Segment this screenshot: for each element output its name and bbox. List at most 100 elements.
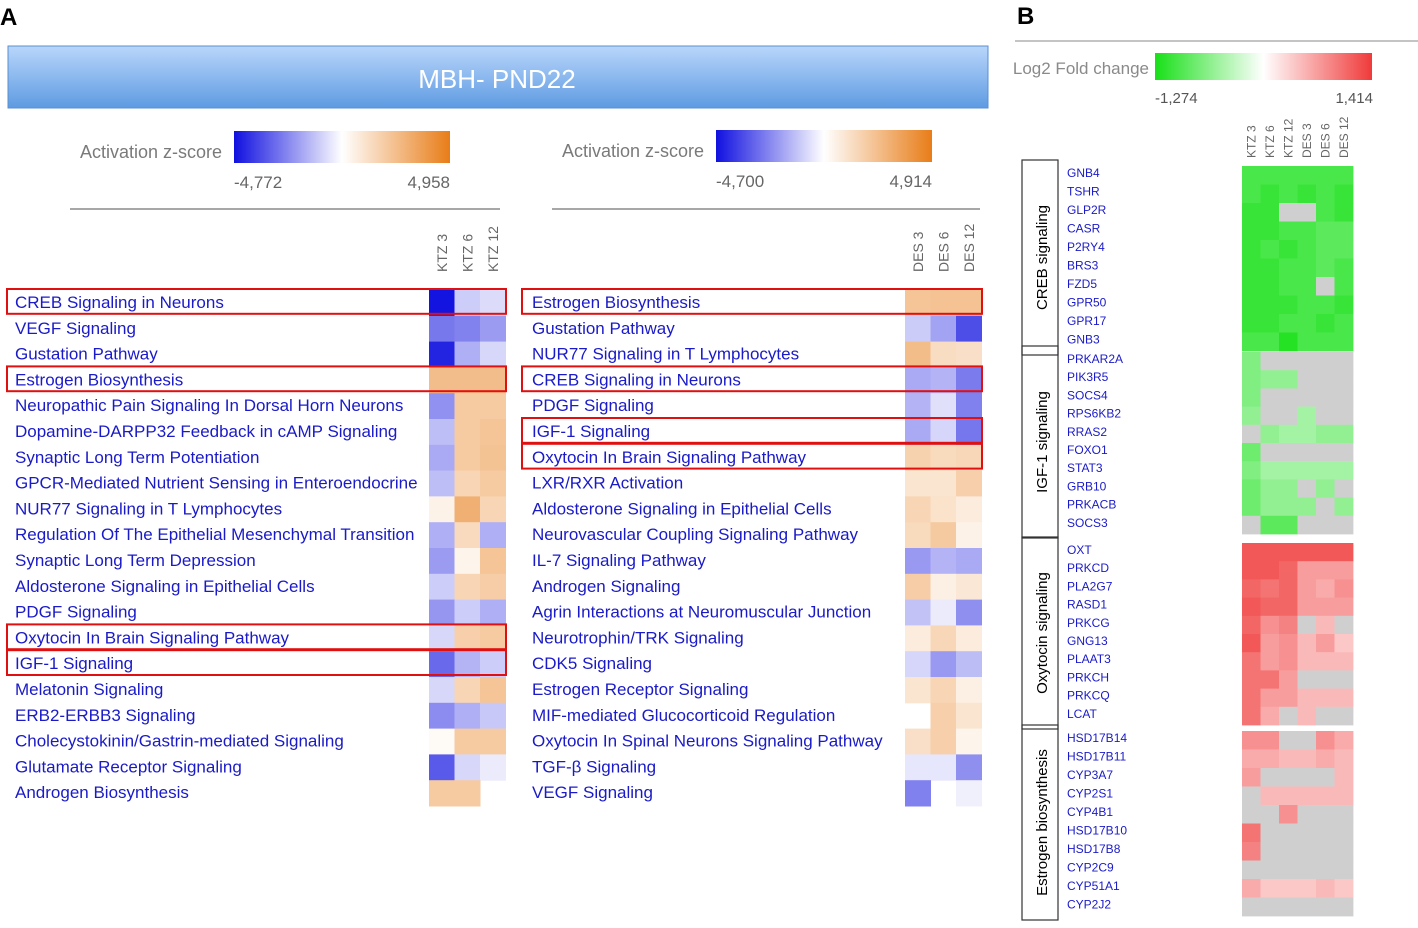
heatmap-cell (1279, 652, 1298, 671)
pathway-label: CREB Signaling in Neurons (15, 293, 224, 312)
gene-label: PLAAT3 (1067, 652, 1111, 666)
heatmap-cell (480, 625, 506, 652)
heatmap-cell (1297, 823, 1317, 843)
heatmap-cell (480, 393, 506, 420)
heatmap-cell (1242, 897, 1261, 917)
banner-title: MBH- PND22 (418, 64, 575, 94)
heatmap-cell (1316, 842, 1335, 861)
heatmap-cell (1279, 479, 1298, 498)
heatmap-cell (905, 780, 931, 807)
heatmap-cell (1334, 497, 1354, 517)
heatmap-cell (1242, 706, 1261, 726)
heatmap-cell (956, 677, 982, 704)
heatmap-cell (1297, 879, 1317, 898)
heatmap-cell (1334, 221, 1354, 241)
heatmap-cell (480, 702, 506, 730)
heatmap-cell (1297, 443, 1317, 462)
heatmap-cell (429, 290, 455, 317)
gene-label: OXT (1067, 543, 1092, 557)
heatmap-cell (454, 573, 481, 601)
heatmap-cell (1242, 615, 1261, 635)
gene-label: GNB4 (1067, 166, 1100, 180)
gene-label: HSD17B11 (1067, 750, 1126, 764)
heatmap-cell (1297, 749, 1317, 769)
zscore-scale-label: Activation z-score (562, 141, 704, 161)
heatmap-cell (956, 496, 982, 523)
heatmap-cell (905, 728, 931, 755)
heatmap-cell (1297, 670, 1317, 689)
heatmap-cell (454, 780, 481, 807)
heatmap-cell (480, 419, 506, 446)
gene-label: PIK3R5 (1067, 370, 1109, 384)
heatmap-cell (1297, 688, 1317, 708)
heatmap-cell (930, 754, 957, 781)
group-label: Estrogen biosynthesis (1034, 749, 1051, 896)
heatmap-cell (480, 548, 506, 575)
heatmap-cell (1279, 731, 1298, 750)
heatmap-cell (1297, 731, 1317, 750)
heatmap-cell (1242, 332, 1261, 352)
heatmap-cell (1316, 768, 1335, 787)
heatmap-cell (905, 444, 931, 472)
heatmap-cell (429, 315, 455, 343)
heatmap-cell (454, 702, 481, 730)
heatmap-cell (1242, 479, 1261, 498)
heatmap-cell (1260, 370, 1280, 389)
highlight-box (6, 288, 507, 315)
pathway-label: VEGF Signaling (532, 783, 653, 802)
heatmap-cell (1334, 352, 1354, 371)
heatmap-cell (1260, 352, 1280, 371)
pathway-label: Agrin Interactions at Neuromuscular Junc… (532, 603, 871, 622)
heatmap-cell (930, 625, 957, 652)
heatmap-cell (1279, 388, 1298, 407)
pathway-label: CREB Signaling in Neurons (532, 370, 741, 389)
heatmap-cell (1279, 615, 1298, 635)
heatmap-cell (1260, 842, 1280, 861)
heatmap-cell (1334, 670, 1354, 689)
heatmap-cell (956, 754, 982, 781)
heatmap-cell (1334, 461, 1354, 480)
column-header: KTZ 12 (485, 226, 501, 272)
heatmap-cell (1279, 221, 1298, 241)
heatmap-cell (429, 651, 455, 678)
heatmap-cell (1297, 706, 1317, 726)
heatmap-cell (930, 341, 957, 368)
heatmap-cell (429, 573, 455, 601)
heatmap-cell (1334, 515, 1354, 535)
heatmap-cell (905, 290, 931, 317)
heatmap-cell (1334, 860, 1354, 880)
heatmap-cell (1316, 277, 1335, 296)
gene-label: RRAS2 (1067, 425, 1107, 439)
heatmap-cell (1316, 688, 1335, 708)
heatmap-cell (1316, 805, 1335, 824)
heatmap-cell (1316, 388, 1335, 407)
heatmap-cell (1316, 221, 1335, 241)
heatmap-cell (1260, 670, 1280, 689)
heatmap-cell (1297, 634, 1317, 653)
heatmap-cell (905, 341, 931, 368)
heatmap-cell (1260, 615, 1280, 635)
heatmap-cell (1316, 295, 1335, 315)
heatmap-cell (930, 728, 957, 755)
heatmap-cell (454, 728, 481, 755)
heatmap-cell (1279, 352, 1298, 371)
group-bracket (1021, 345, 1059, 539)
heatmap-cell (1316, 860, 1335, 880)
heatmap-cell (1260, 731, 1280, 750)
highlight-box (6, 649, 507, 677)
panel-b-label: B (1017, 3, 1034, 30)
heatmap-cell (1316, 749, 1335, 769)
pathway-label: GPCR-Mediated Nutrient Sensing in Entero… (15, 474, 418, 493)
heatmap-cell (1279, 786, 1298, 806)
heatmap-cell (1297, 461, 1317, 480)
fold-change-scale-label: Log2 Fold change (1013, 59, 1149, 78)
heatmap-cell (1260, 406, 1280, 426)
pathway-label: Oxytocin In Spinal Neurons Signaling Pat… (532, 732, 883, 751)
heatmap-cell (1334, 768, 1354, 787)
fold-change-max-label: 1,414 (1335, 90, 1373, 107)
group-label: CREB signaling (1034, 205, 1051, 310)
heatmap-cell (1242, 166, 1261, 185)
heatmap-cell (1316, 497, 1335, 517)
gene-label: STAT3 (1067, 461, 1103, 475)
